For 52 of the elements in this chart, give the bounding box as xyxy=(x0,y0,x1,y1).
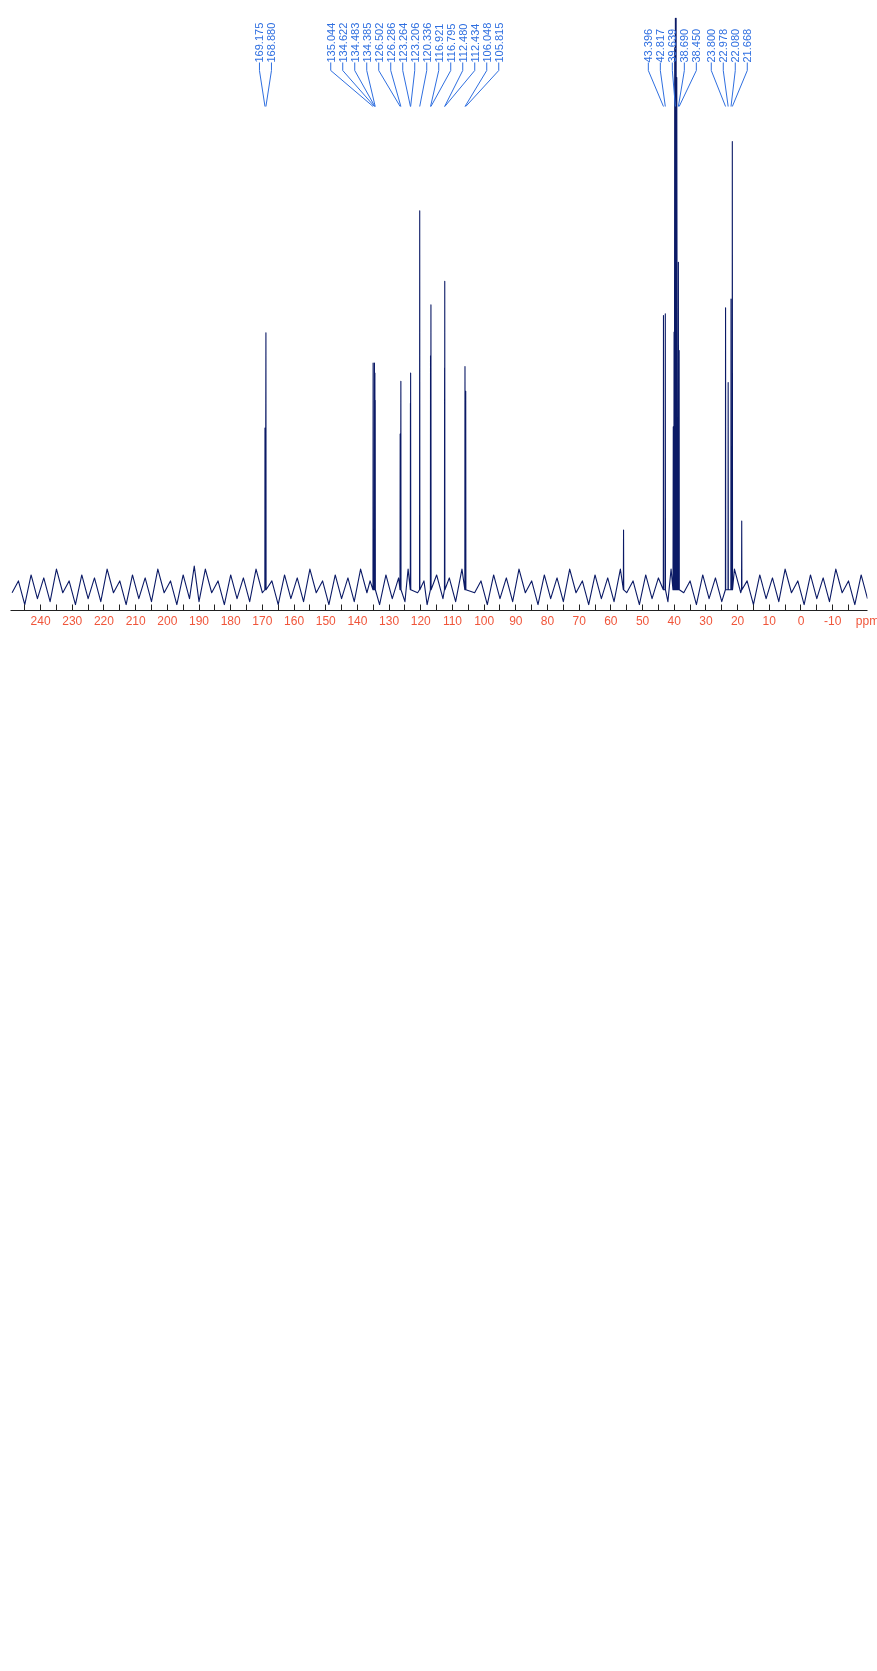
annotation: 168.880 xyxy=(265,22,278,63)
x-tick-label: 120 xyxy=(410,613,432,628)
x-tick-label: 100 xyxy=(474,613,495,628)
x-tick-label: 30 xyxy=(699,613,713,628)
x-tick-label: 220 xyxy=(93,613,115,628)
x-tick-label: -10 xyxy=(823,613,842,628)
annotation: 123.206 xyxy=(408,22,421,63)
annotation: 112.480 xyxy=(456,23,469,63)
x-tick-label: 0 xyxy=(797,613,805,628)
x-tick-label: 160 xyxy=(284,613,305,628)
x-tick-label: 10 xyxy=(762,613,777,628)
x-tick-label: 190 xyxy=(189,613,210,628)
annotation: 116.795 xyxy=(444,23,457,63)
annotation: 22.978 xyxy=(717,28,730,63)
annotation: 135.044 xyxy=(324,22,337,63)
annotation: 112.434 xyxy=(468,23,481,63)
x-tick-label: 70 xyxy=(572,613,587,628)
x-tick-label: 60 xyxy=(604,613,618,628)
x-tick-label: 230 xyxy=(62,613,83,628)
annotation: 21.668 xyxy=(741,28,754,63)
annotation: 38.450 xyxy=(690,28,703,63)
x-tick-label: 130 xyxy=(379,613,400,628)
x-tick-label: 20 xyxy=(730,613,745,628)
x-tick-label: 140 xyxy=(347,613,368,628)
x-tick-label: 200 xyxy=(157,613,178,628)
annotation: 22.080 xyxy=(729,28,742,63)
x-tick-label: 110 xyxy=(442,613,463,628)
x-tick-label: 90 xyxy=(509,613,523,628)
annotation: 38.690 xyxy=(678,28,691,63)
annotation: 126.502 xyxy=(372,22,385,63)
x-tick-label: 210 xyxy=(125,613,146,628)
annotation: 126.286 xyxy=(384,22,397,63)
x-tick-label: 50 xyxy=(635,613,650,628)
annotation: 39.639 xyxy=(666,28,679,63)
annotation: 42.817 xyxy=(654,28,667,63)
annotation: 134.385 xyxy=(360,22,373,63)
annotation: 123.264 xyxy=(396,22,409,63)
annotation: 116.921 xyxy=(432,23,445,63)
annotation: 134.622 xyxy=(336,22,349,63)
x-tick-label: 170 xyxy=(252,613,273,628)
annotation: 105.815 xyxy=(492,22,505,63)
annotation: 169.175 xyxy=(253,22,266,63)
annotation: 134.483 xyxy=(348,22,361,63)
annotation: 23.800 xyxy=(705,28,718,63)
x-tick-label: 150 xyxy=(315,613,337,628)
x-tick-label: 240 xyxy=(30,613,51,628)
x-tick-label: 80 xyxy=(540,613,555,628)
annotation: 43.396 xyxy=(642,28,655,63)
x-tick-label: 180 xyxy=(220,613,242,628)
annotation: 106.048 xyxy=(480,22,493,63)
x-tick-label: 40 xyxy=(667,613,682,628)
annotation: 120.336 xyxy=(420,22,433,63)
